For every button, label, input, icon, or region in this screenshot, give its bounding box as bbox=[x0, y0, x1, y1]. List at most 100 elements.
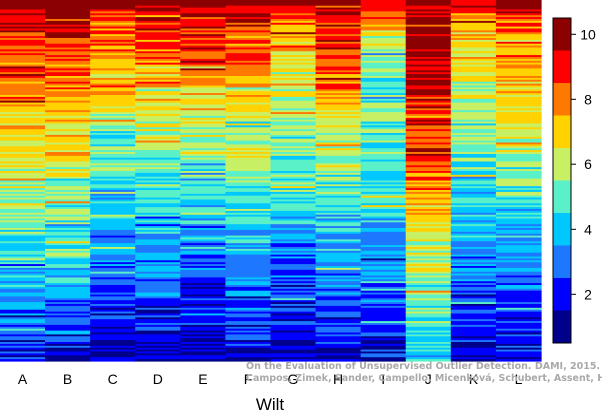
heatmap-cell bbox=[180, 357, 227, 360]
heatmap-cell bbox=[135, 326, 181, 330]
heatmap-cell bbox=[360, 53, 407, 56]
heatmap-cell bbox=[405, 245, 452, 248]
heatmap-cell bbox=[405, 138, 452, 142]
heatmap-cell bbox=[90, 343, 136, 347]
heatmap-cell bbox=[450, 304, 497, 307]
heatmap-cell bbox=[270, 286, 317, 290]
heatmap-cell bbox=[0, 285, 46, 288]
heatmap-cell bbox=[270, 349, 317, 353]
heatmap-cell bbox=[180, 332, 227, 335]
heatmap-cell bbox=[495, 102, 542, 106]
heatmap-cell bbox=[360, 209, 407, 212]
heatmap-cell bbox=[315, 41, 362, 45]
heatmap-cell bbox=[360, 210, 407, 214]
heatmap-cell bbox=[180, 288, 227, 292]
heatmap-cell bbox=[270, 85, 317, 88]
heatmap-cell bbox=[180, 286, 227, 290]
heatmap-cell bbox=[0, 304, 46, 307]
heatmap-cell bbox=[405, 207, 452, 210]
heatmap-cell bbox=[315, 47, 362, 50]
heatmap-cell bbox=[225, 210, 272, 214]
heatmap-cell bbox=[270, 281, 317, 284]
heatmap-cell bbox=[90, 125, 136, 128]
heatmap-cell bbox=[495, 79, 542, 83]
heatmap-cell bbox=[45, 87, 91, 90]
heatmap-cell bbox=[135, 285, 181, 288]
heatmap-cell bbox=[180, 117, 227, 121]
heatmap-cell bbox=[0, 340, 46, 343]
heatmap-cell bbox=[405, 64, 452, 68]
heatmap-cell bbox=[0, 305, 46, 309]
heatmap-cell bbox=[135, 351, 181, 354]
heatmap-cell bbox=[90, 207, 136, 210]
heatmap-cell bbox=[0, 279, 46, 282]
heatmap-cell bbox=[90, 186, 136, 189]
heatmap-cell bbox=[360, 214, 407, 218]
heatmap-cell bbox=[90, 148, 136, 151]
heatmap-cell bbox=[360, 188, 407, 191]
heatmap-cell bbox=[495, 342, 542, 345]
heatmap-cell bbox=[495, 1, 542, 5]
heatmap-cell bbox=[495, 338, 542, 341]
heatmap-cell bbox=[315, 300, 362, 303]
heatmap-cell bbox=[225, 307, 272, 311]
heatmap-cell bbox=[90, 134, 136, 138]
heatmap-cell bbox=[225, 20, 272, 24]
heatmap-cell bbox=[135, 180, 181, 183]
heatmap-cell bbox=[315, 140, 362, 144]
heatmap-cell bbox=[270, 150, 317, 153]
heatmap-cell bbox=[360, 351, 407, 354]
heatmap-cell bbox=[495, 188, 542, 191]
heatmap-cell bbox=[45, 34, 91, 37]
heatmap-cell bbox=[450, 148, 497, 151]
heatmap-cell bbox=[0, 182, 46, 185]
heatmap-cell bbox=[0, 355, 46, 358]
heatmap-cell bbox=[225, 3, 272, 7]
heatmap-cell bbox=[360, 256, 407, 259]
heatmap-cell bbox=[270, 11, 317, 14]
heatmap-cell bbox=[135, 129, 181, 132]
heatmap-cell bbox=[0, 47, 46, 50]
heatmap-cell bbox=[315, 110, 362, 113]
heatmap-cell bbox=[0, 136, 46, 140]
heatmap-cell bbox=[90, 34, 136, 37]
heatmap-cell bbox=[315, 60, 362, 64]
heatmap-cell bbox=[225, 304, 272, 307]
heatmap-cell bbox=[360, 30, 407, 33]
heatmap-cell bbox=[90, 190, 136, 193]
heatmap-cell bbox=[225, 273, 272, 277]
heatmap-cell bbox=[315, 357, 362, 360]
heatmap-cell bbox=[270, 279, 317, 282]
heatmap-cell bbox=[450, 250, 497, 254]
heatmap-cell bbox=[450, 245, 497, 248]
heatmap-cell bbox=[450, 11, 497, 14]
heatmap-cell bbox=[90, 273, 136, 277]
heatmap-cell bbox=[135, 307, 181, 311]
heatmap-cell bbox=[405, 269, 452, 273]
heatmap-cell bbox=[135, 19, 181, 22]
heatmap-cell bbox=[495, 229, 542, 233]
heatmap-cell bbox=[270, 134, 317, 138]
heatmap-cell bbox=[405, 190, 452, 193]
heatmap-cell bbox=[0, 264, 46, 267]
heatmap-cell bbox=[90, 283, 136, 286]
heatmap-cell bbox=[360, 15, 407, 18]
heatmap-cell bbox=[135, 340, 181, 343]
heatmap-cell bbox=[450, 106, 497, 109]
heatmap-cell bbox=[360, 83, 407, 87]
heatmap-cell bbox=[315, 302, 362, 305]
heatmap-cell bbox=[90, 55, 136, 58]
heatmap-cell bbox=[90, 224, 136, 227]
heatmap-cell bbox=[315, 231, 362, 235]
heatmap-cell bbox=[0, 250, 46, 254]
heatmap-cell bbox=[360, 64, 407, 68]
heatmap-column-d bbox=[135, 0, 181, 362]
heatmap-cell bbox=[315, 129, 362, 132]
heatmap-cell bbox=[180, 195, 227, 199]
heatmap-cell bbox=[315, 91, 362, 94]
heatmap-cell bbox=[135, 349, 181, 353]
heatmap-cell bbox=[45, 292, 91, 296]
heatmap-cell bbox=[495, 207, 542, 210]
heatmap-cell bbox=[45, 22, 91, 26]
heatmap-cell bbox=[225, 254, 272, 258]
